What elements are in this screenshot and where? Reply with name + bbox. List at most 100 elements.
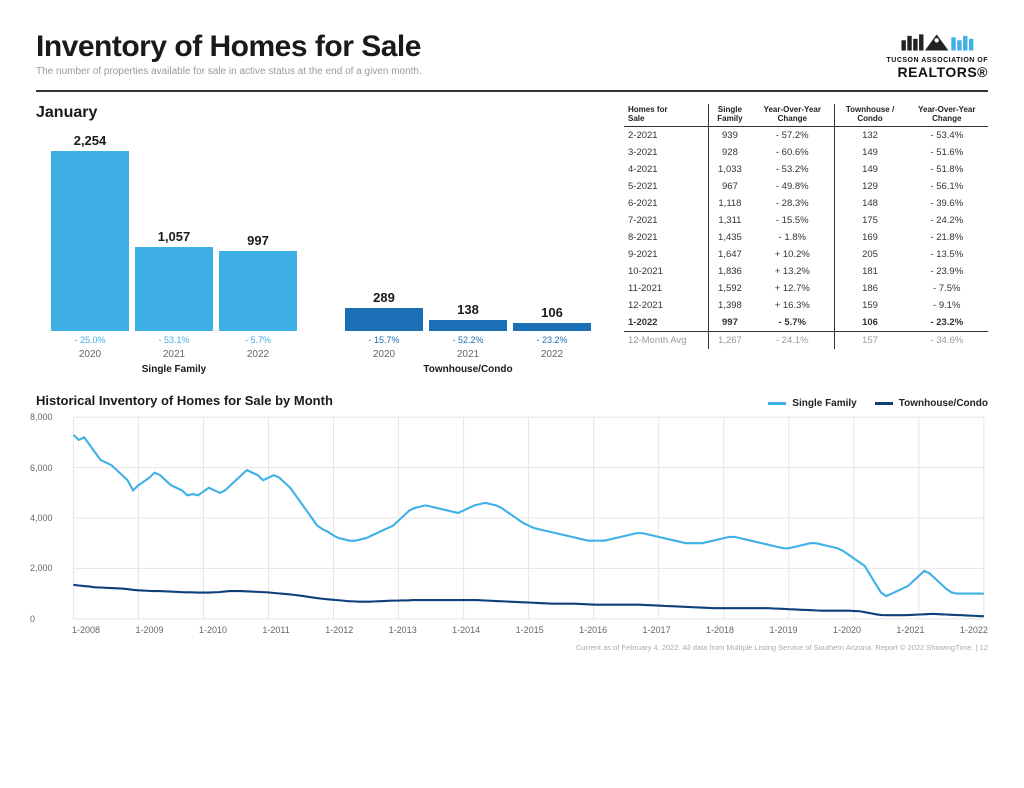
legend-item: Single Family	[768, 398, 856, 409]
table-cell: 928	[708, 144, 751, 161]
table-cell: 149	[834, 144, 906, 161]
x-axis-label: 1-2022	[960, 625, 988, 635]
table-cell: - 23.2%	[906, 314, 988, 332]
bar-group: 2,254- 25.0%20201,057- 53.1%2021997- 5.7…	[36, 133, 312, 360]
table-cell: - 7.5%	[906, 280, 988, 297]
bar-pct: - 53.1%	[158, 335, 189, 345]
table-cell: 157	[834, 331, 906, 349]
table-cell: - 23.9%	[906, 263, 988, 280]
page-subtitle: The number of properties available for s…	[36, 66, 422, 77]
table-cell: - 24.2%	[906, 212, 988, 229]
x-axis-label: 1-2010	[199, 625, 227, 635]
table-cell: - 9.1%	[906, 297, 988, 314]
bar-year: 2021	[457, 349, 479, 360]
table-header: Townhouse /Condo	[834, 104, 906, 126]
bar-year: 2020	[373, 349, 395, 360]
bar-pct: - 5.7%	[245, 335, 271, 345]
title-block: Inventory of Homes for Sale The number o…	[36, 30, 422, 77]
bar-pct: - 23.2%	[536, 335, 567, 345]
bar: 289 - 15.7% 2020	[345, 290, 423, 360]
table-row: 5-2021967- 49.8%129- 56.1%	[624, 178, 988, 195]
table-cell: 6-2021	[624, 195, 708, 212]
logo: TUCSON ASSOCIATION OF REALTORS®	[887, 30, 989, 80]
table-cell: - 15.5%	[751, 212, 834, 229]
table-cell: 1,033	[708, 161, 751, 178]
x-axis-label: 1-2015	[516, 625, 544, 635]
table-cell: 3-2021	[624, 144, 708, 161]
table-header: Year-Over-YearChange	[906, 104, 988, 126]
table-cell: - 28.3%	[751, 195, 834, 212]
table-cell: + 12.7%	[751, 280, 834, 297]
table-row: 6-20211,118- 28.3%148- 39.6%	[624, 195, 988, 212]
table-cell: - 5.7%	[751, 314, 834, 332]
table-row: 11-20211,592+ 12.7%186- 7.5%	[624, 280, 988, 297]
legend-label: Townhouse/Condo	[899, 398, 988, 409]
table-row: 4-20211,033- 53.2%149- 51.8%	[624, 161, 988, 178]
table-cell: 129	[834, 178, 906, 195]
x-axis-label: 1-2016	[579, 625, 607, 635]
bar-year: 2021	[163, 349, 185, 360]
x-axis-label: 1-2021	[896, 625, 924, 635]
bar-pct: - 15.7%	[368, 335, 399, 345]
bar-value: 2,254	[74, 133, 107, 148]
x-axis-label: 1-2011	[262, 625, 289, 635]
table-cell: 997	[708, 314, 751, 332]
legend-swatch	[875, 402, 893, 405]
mid-row: January 2,254- 25.0%20201,057- 53.1%2021…	[36, 104, 988, 375]
table-cell: 159	[834, 297, 906, 314]
table-cell: 7-2021	[624, 212, 708, 229]
table-row: 1-2022997- 5.7%106- 23.2%	[624, 314, 988, 332]
bar: 106- 23.2%2022	[513, 305, 591, 360]
table-cell: 1-2022	[624, 314, 708, 332]
table-header: Homes forSale	[624, 104, 708, 126]
table-cell: 939	[708, 126, 751, 144]
table-cell: 2-2021	[624, 126, 708, 144]
x-axis-label: 1-2008	[72, 625, 100, 635]
footer: Current as of February 4, 2022. All data…	[36, 643, 988, 652]
table-cell: 186	[834, 280, 906, 297]
table-cell: 967	[708, 178, 751, 195]
skyline-icon	[900, 30, 988, 52]
logo-line1: TUCSON ASSOCIATION OF	[887, 57, 989, 64]
table-cell: 1,118	[708, 195, 751, 212]
bar: 1,057 - 53.1% 2021	[135, 229, 213, 360]
bar-value: 138	[457, 302, 479, 317]
table-cell: 1,592	[708, 280, 751, 297]
table-cell: - 53.2%	[751, 161, 834, 178]
x-axis-label: 1-2017	[643, 625, 671, 635]
table-row: 7-20211,311- 15.5%175- 24.2%	[624, 212, 988, 229]
table-row: 9-20211,647+ 10.2%205- 13.5%	[624, 246, 988, 263]
bar-rect	[513, 323, 591, 331]
table-cell: - 34.6%	[906, 331, 988, 349]
table-cell: 8-2021	[624, 229, 708, 246]
bar-year: 2020	[79, 349, 101, 360]
x-axis-label: 1-2014	[452, 625, 480, 635]
bar: 2,254- 25.0%2020	[51, 133, 129, 360]
table-cell: 175	[834, 212, 906, 229]
bar-value: 1,057	[158, 229, 191, 244]
bar-group: 289- 15.7%2020138- 52.2%2021106- 23.2%20…	[330, 290, 606, 360]
table-panel: Homes forSaleSingleFamilyYear-Over-YearC…	[624, 104, 988, 375]
table-cell: 10-2021	[624, 263, 708, 280]
table-cell: 5-2021	[624, 178, 708, 195]
table-row: 3-2021928- 60.6%149- 51.6%	[624, 144, 988, 161]
bar-value: 289	[373, 290, 395, 305]
bar-rect	[219, 251, 297, 331]
table-cell: 1,647	[708, 246, 751, 263]
table-cell: - 21.8%	[906, 229, 988, 246]
line-chart-legend: Single Family Townhouse/Condo	[768, 398, 988, 409]
table-row: 2-2021939- 57.2%132- 53.4%	[624, 126, 988, 144]
table-cell: - 57.2%	[751, 126, 834, 144]
table-cell: 12-2021	[624, 297, 708, 314]
legend-swatch	[768, 402, 786, 405]
table-cell: 148	[834, 195, 906, 212]
bar-rect	[51, 151, 129, 331]
bar-rect	[345, 308, 423, 331]
table-header: Year-Over-YearChange	[751, 104, 834, 126]
table-cell: 106	[834, 314, 906, 332]
table-cell: - 51.6%	[906, 144, 988, 161]
table-cell: 169	[834, 229, 906, 246]
table-cell: 1,398	[708, 297, 751, 314]
table-cell: - 56.1%	[906, 178, 988, 195]
logo-line2: REALTORS®	[887, 64, 989, 80]
